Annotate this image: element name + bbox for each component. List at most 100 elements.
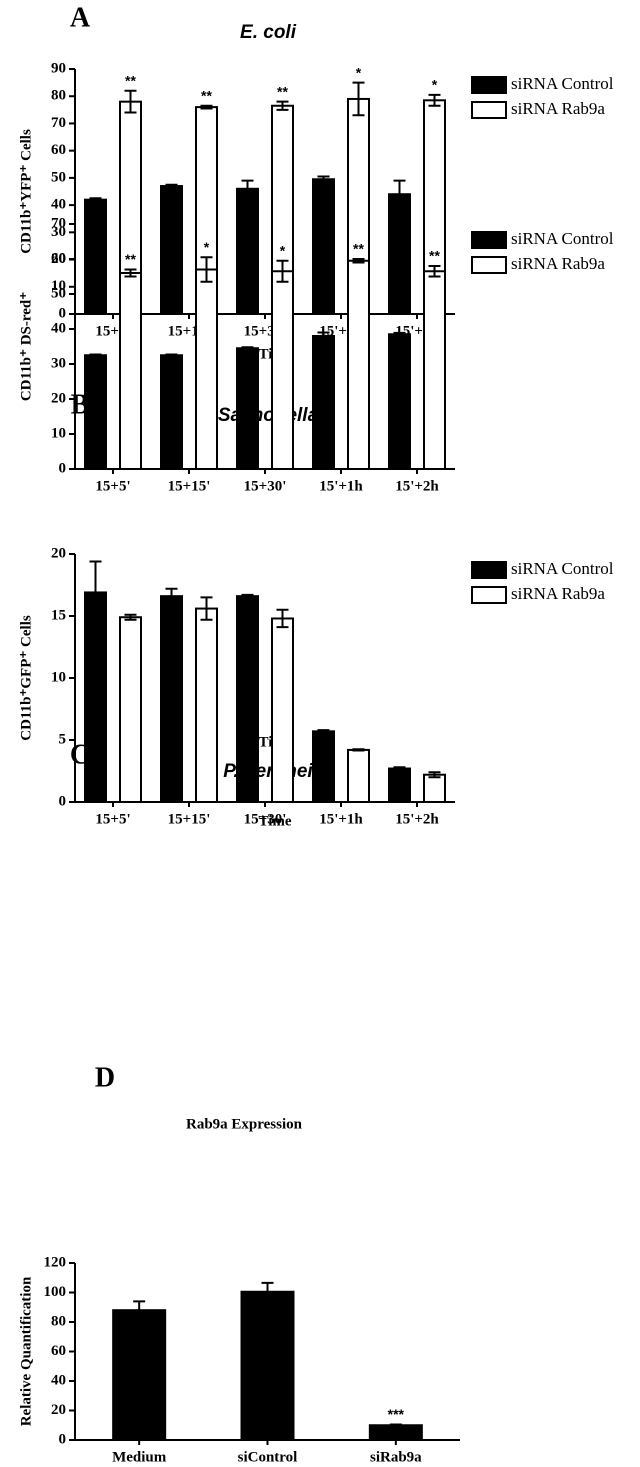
error-bar: [241, 346, 254, 351]
y-tick-label: 5: [59, 731, 67, 747]
legend-swatch: [471, 586, 507, 604]
x-tick-label: Medium: [112, 1449, 167, 1465]
error-bar: [317, 729, 330, 734]
bar: [271, 617, 294, 803]
bar: [195, 607, 218, 803]
y-tick-label: 120: [44, 1254, 67, 1270]
x-tick-label: 15+15': [168, 478, 211, 494]
error-bar: [393, 331, 406, 337]
error-bar: [200, 256, 213, 283]
significance-label: **: [277, 83, 288, 99]
bar: [236, 187, 259, 315]
y-tick-label: 0: [59, 460, 67, 476]
y-tick-label: 20: [51, 251, 66, 267]
bar: [160, 354, 183, 470]
significance-label: ***: [388, 1406, 405, 1422]
x-axis-label: Time: [258, 813, 291, 829]
error-bar: [428, 771, 441, 779]
bar: [119, 616, 142, 803]
legend-label: siRNA Control: [511, 74, 614, 93]
bar: [119, 272, 142, 470]
error-bar: [261, 1281, 274, 1302]
y-axis-label: CD11b⁺GFP⁺ Cells: [18, 615, 34, 741]
chart-title: Salmonella: [218, 405, 319, 426]
significance-label: **: [125, 72, 136, 88]
y-tick-label: 0: [59, 305, 67, 321]
y-tick-label: 40: [51, 320, 66, 336]
error-bar: [352, 258, 365, 264]
bar: [236, 347, 259, 470]
bar: [240, 1290, 295, 1441]
y-tick-label: 20: [51, 1402, 66, 1418]
bar: [388, 333, 411, 470]
y-tick-label: 10: [51, 669, 66, 685]
significance-label: *: [356, 64, 362, 80]
error-bar: [124, 268, 137, 278]
error-bar: [133, 1300, 146, 1321]
x-tick-label: siRab9a: [370, 1449, 422, 1465]
bar: [236, 595, 259, 803]
y-tick-label: 10: [51, 278, 66, 294]
error-bar: [124, 89, 137, 114]
bar: [388, 767, 411, 804]
bar: [112, 1309, 167, 1441]
x-tick-label: 15'+1h: [319, 811, 363, 827]
chart-title: Rab9a Expression: [186, 1116, 303, 1132]
y-tick-label: 30: [51, 355, 66, 371]
significance-label: **: [429, 248, 440, 264]
x-tick-label: 15+5': [95, 811, 130, 827]
x-tick-label: 15+5': [95, 478, 130, 494]
y-tick-label: 40: [51, 1372, 66, 1388]
y-tick-label: 90: [51, 60, 66, 76]
chart-title: E. coli: [240, 22, 297, 43]
error-bar: [317, 175, 330, 183]
error-bar: [352, 748, 365, 752]
bar: [423, 773, 446, 803]
y-tick-label: 0: [59, 1431, 67, 1447]
x-tick-label: 15'+1h: [319, 478, 363, 494]
significance-label: **: [353, 241, 364, 257]
y-tick-label: 80: [51, 88, 66, 104]
bar: [312, 335, 335, 470]
x-tick-label: siControl: [238, 1449, 298, 1465]
y-tick-label: 70: [51, 115, 66, 131]
y-axis-label: Relative Quantification: [18, 1276, 34, 1426]
legend-swatch: [471, 256, 507, 274]
error-bar: [393, 766, 406, 771]
x-tick-label: 15+30': [244, 478, 287, 494]
y-tick-label: 70: [51, 215, 66, 231]
error-bar: [89, 197, 102, 203]
error-bar: [165, 353, 178, 357]
y-axis-label: CD11b⁺ DS-red⁺: [18, 292, 34, 401]
x-tick-label: 15'+2h: [395, 478, 439, 494]
bar: [347, 748, 370, 803]
y-axis-label: CD11b⁺YFP⁺ Cells: [18, 129, 34, 254]
y-tick-label: 100: [44, 1284, 67, 1300]
error-bar: [393, 179, 406, 209]
x-tick-label: 15+30': [244, 811, 287, 827]
bar: [195, 268, 218, 470]
panel-letter: A: [70, 2, 91, 33]
significance-label: *: [280, 242, 286, 258]
panel-letter: D: [95, 1062, 115, 1093]
y-tick-label: 50: [51, 169, 66, 185]
bar: [312, 178, 335, 315]
legend-swatch: [471, 101, 507, 119]
error-bar: [165, 183, 178, 189]
error-bar: [89, 560, 102, 625]
y-tick-label: 10: [51, 425, 66, 441]
error-bar: [124, 613, 137, 621]
bar: [388, 193, 411, 316]
error-bar: [241, 179, 254, 198]
legend-label: siRNA Control: [511, 229, 614, 248]
significance-label: *: [432, 77, 438, 93]
bar: [347, 259, 370, 470]
legend-label: siRNA Control: [511, 559, 614, 578]
significance-label: **: [125, 251, 136, 267]
x-tick-label: 15+15': [168, 811, 211, 827]
y-tick-label: 60: [51, 250, 66, 266]
error-bar: [276, 608, 289, 629]
bar: [368, 1424, 423, 1441]
y-tick-label: 20: [51, 390, 66, 406]
x-tick-label: 15'+2h: [395, 811, 439, 827]
